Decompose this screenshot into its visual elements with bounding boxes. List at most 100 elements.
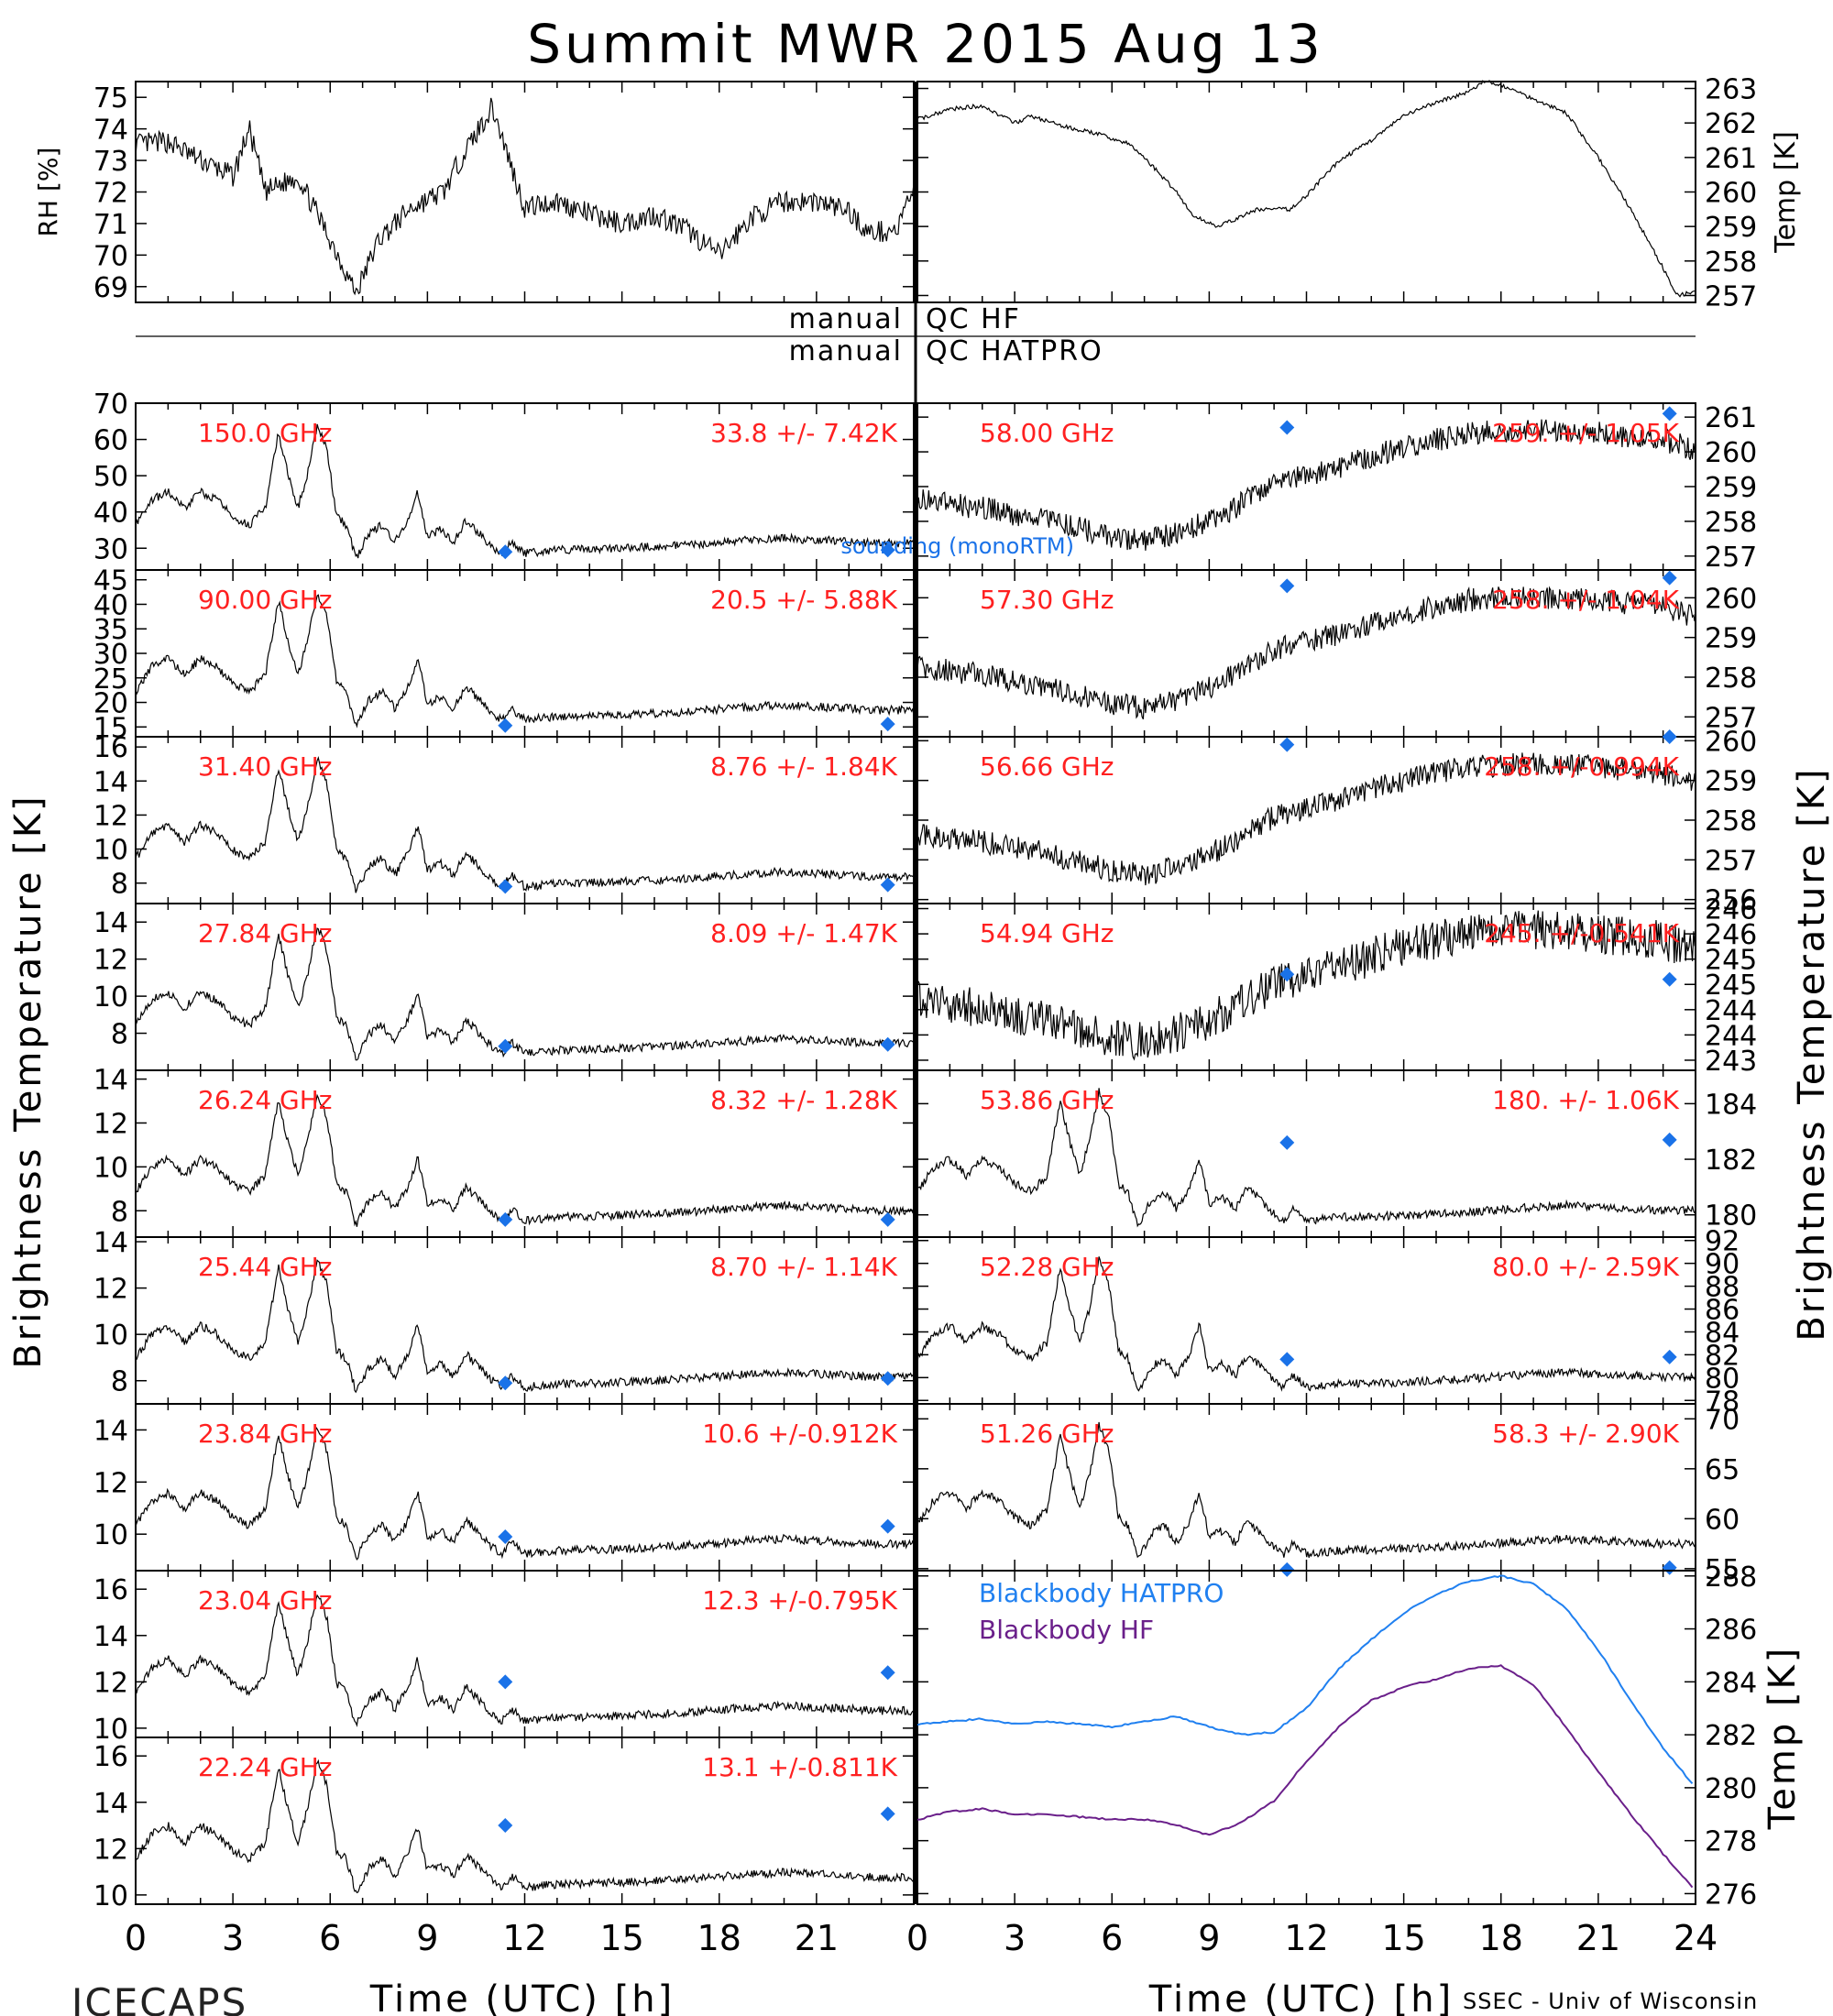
channel-stats-label: 258. +/-0.994K	[1484, 751, 1679, 782]
series-line	[135, 1594, 914, 1727]
y-tick-label: 14	[93, 1621, 128, 1653]
sonde-marker	[880, 542, 895, 558]
series-line	[916, 419, 1696, 551]
y-tick-label: 280	[1705, 1773, 1757, 1805]
channel-frequency-label: 150.0 GHz	[198, 418, 333, 448]
sonde-marker	[1662, 729, 1677, 744]
sonde-marker	[880, 1806, 895, 1822]
y-tick-label: 88	[1705, 1272, 1740, 1304]
sonde-marker	[1279, 1134, 1295, 1150]
sonde-marker	[1279, 420, 1295, 435]
y-tick-label: 260	[1705, 583, 1757, 615]
x-tick-label: 15	[599, 1918, 643, 1958]
y-tick-label: 182	[1705, 1145, 1757, 1177]
y-tick-label: 70	[93, 240, 128, 272]
y-tick-label: 257	[1705, 845, 1757, 877]
blackbody-legend: Blackbody HATPRO	[979, 1578, 1224, 1608]
channel-stats-label: 33.8 +/- 7.42K	[710, 418, 897, 448]
sonde-marker	[1279, 737, 1295, 752]
y-tick-label: 257	[1705, 542, 1757, 574]
y-tick-label: 284	[1705, 1667, 1757, 1699]
channel-stats-label: 258. +/- 1.04K	[1492, 585, 1679, 615]
series-line	[916, 586, 1696, 720]
left-ylabel: Brightness Temperature [K]	[7, 794, 49, 1368]
y-tick-label: 69	[93, 272, 128, 304]
series-line	[135, 1259, 914, 1394]
y-tick-label: 20	[93, 688, 128, 720]
blackbody-legend: Blackbody HF	[979, 1615, 1154, 1645]
series-line	[916, 1088, 1696, 1228]
sonde-marker	[498, 544, 513, 560]
sonde-marker	[1662, 971, 1677, 987]
sonde-marker	[498, 1211, 513, 1227]
series-line	[135, 755, 914, 893]
y-tick-label: 60	[93, 425, 128, 457]
y-tick-label: 55	[1705, 1554, 1740, 1586]
y-tick-label: 40	[93, 498, 128, 530]
series-line	[916, 1256, 1696, 1392]
channel-frequency-label: 57.30 GHz	[980, 585, 1114, 615]
channel-frequency-label: 27.84 GHz	[198, 918, 333, 948]
channel-stats-label: 245. +/-0.541K	[1484, 918, 1679, 948]
y-tick-label: 73	[93, 146, 128, 178]
qc-hf-left: manual	[789, 303, 903, 335]
x-tick-label: 21	[795, 1918, 839, 1958]
series-line	[916, 1421, 1696, 1559]
sonde-marker	[498, 1529, 513, 1545]
x-tick-label: 15	[1381, 1918, 1425, 1958]
sonde-marker	[498, 1375, 513, 1391]
series-line	[916, 910, 1696, 1061]
y-tick-label: 259	[1705, 623, 1757, 655]
x-axis-label-right: Time (UTC) [h]	[1148, 1978, 1454, 2016]
y-tick-label: 12	[93, 945, 128, 977]
channel-frequency-label: 56.66 GHz	[980, 751, 1114, 782]
y-tick-label: 8	[111, 869, 128, 901]
y-tick-label: 14	[93, 907, 128, 939]
y-tick-label: 60	[1705, 1504, 1740, 1536]
sonde-marker	[880, 717, 895, 732]
blackbody-line	[916, 1664, 1694, 1889]
channel-stats-label: 8.70 +/- 1.14K	[710, 1252, 897, 1282]
channel-stats-label: 10.6 +/-0.912K	[702, 1419, 897, 1449]
y-tick-label: 70	[1705, 1404, 1740, 1436]
y-tick-label: 263	[1705, 74, 1757, 106]
channel-frequency-label: 54.94 GHz	[980, 918, 1114, 948]
channel-stats-label: 13.1 +/-0.811K	[702, 1752, 897, 1782]
series-line	[135, 423, 914, 559]
qc-hatpro-left: manual	[789, 335, 903, 367]
y-tick-label: 262	[1705, 108, 1757, 140]
channel-frequency-label: 23.04 GHz	[198, 1585, 333, 1616]
y-tick-label: 288	[1705, 1561, 1757, 1594]
x-tick-label: 12	[1284, 1918, 1328, 1958]
y-tick-label: 258	[1705, 663, 1757, 695]
sonde-marker	[1279, 1352, 1295, 1367]
y-tick-label: 260	[1705, 726, 1757, 758]
y-tick-label: 74	[93, 115, 128, 147]
y-tick-label: 15	[93, 712, 128, 744]
y-tick-label: 78	[1705, 1386, 1740, 1418]
x-tick-label: 0	[906, 1918, 928, 1958]
qc-strip: manual QC HF manual QC HATPRO	[136, 302, 1696, 403]
channel-stats-label: 8.76 +/- 1.84K	[710, 751, 897, 782]
y-tick-label: 10	[93, 1320, 128, 1352]
y-tick-label: 12	[93, 1274, 128, 1306]
x-tick-label: 0	[125, 1918, 147, 1958]
series-line	[135, 927, 914, 1061]
sonde-marker	[498, 879, 513, 894]
footer-right: SSEC - Univ of Wisconsin	[1463, 1989, 1758, 2014]
channel-frequency-label: 90.00 GHz	[198, 585, 333, 615]
y-tick-label: 260	[1705, 437, 1757, 469]
y-tick-label: 245	[1705, 970, 1757, 1002]
y-tick-label: 92	[1705, 1226, 1740, 1258]
y-tick-label: 259	[1705, 472, 1757, 504]
y-tick-label: 246	[1705, 919, 1757, 951]
sonde-marker	[880, 1371, 895, 1386]
qc-hf-label: QC HF	[926, 303, 1021, 335]
y-tick-label: 258	[1705, 247, 1757, 279]
y-tick-label: 50	[93, 461, 128, 493]
x-tick-label: 24	[1674, 1918, 1718, 1958]
sonde-marker	[1662, 1132, 1677, 1147]
y-tick-label: 14	[93, 1227, 128, 1259]
y-tick-label: 14	[93, 1065, 128, 1097]
